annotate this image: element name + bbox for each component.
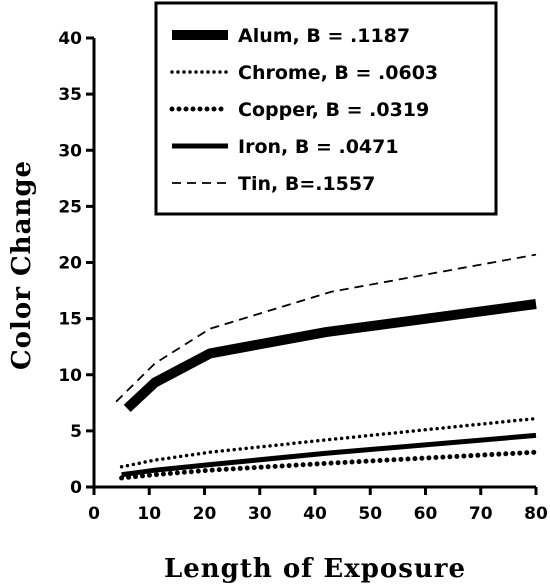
x-tick-label: 40 (303, 504, 327, 524)
axes: 0 10 20 30 40 50 60 70 80 0 5 10 15 20 25 30 35 40 (58, 29, 548, 524)
legend: Alum, B = .1187 Chrome, B = .0603 Copper, … (154, 1, 498, 216)
y-tick-label: 0 (70, 478, 82, 498)
x-tick-label: 20 (193, 504, 217, 524)
series-line-copper (119, 449, 539, 481)
y-axis-title: Color Change (7, 160, 37, 370)
series-lines (115, 253, 539, 481)
series-line-alum (123, 299, 537, 413)
x-tick-label: 30 (248, 504, 272, 524)
y-tick-label: 25 (58, 197, 82, 217)
x-tick-label: 70 (469, 504, 493, 524)
y-tick-label: 40 (58, 29, 82, 49)
legend-label-iron: Iron, B = .0471 (238, 136, 399, 158)
legend-label-copper: Copper, B = .0319 (238, 99, 429, 121)
y-tick-label: 10 (58, 366, 82, 386)
y-tick-label: 15 (58, 310, 82, 330)
y-tick-label: 5 (70, 422, 82, 442)
series-line-chrome (119, 416, 538, 469)
legend-label-alum: Alum, B = .1187 (238, 25, 410, 47)
x-tick-label: 0 (88, 504, 100, 524)
x-tick-label: 50 (358, 504, 382, 524)
x-tick-label: 10 (137, 504, 161, 524)
x-axis-title: Length of Exposure (164, 554, 466, 584)
y-tick-label: 30 (58, 141, 82, 161)
series-line-tin (115, 253, 537, 403)
legend-label-tin: Tin, B=.1557 (238, 173, 375, 195)
x-tick-label: 60 (414, 504, 438, 524)
series-line-iron (121, 432, 537, 478)
legend-label-chrome: Chrome, B = .0603 (238, 62, 438, 84)
y-tick-label: 35 (58, 85, 82, 105)
x-tick-label: 80 (524, 504, 548, 524)
y-tick-label: 20 (58, 254, 82, 274)
